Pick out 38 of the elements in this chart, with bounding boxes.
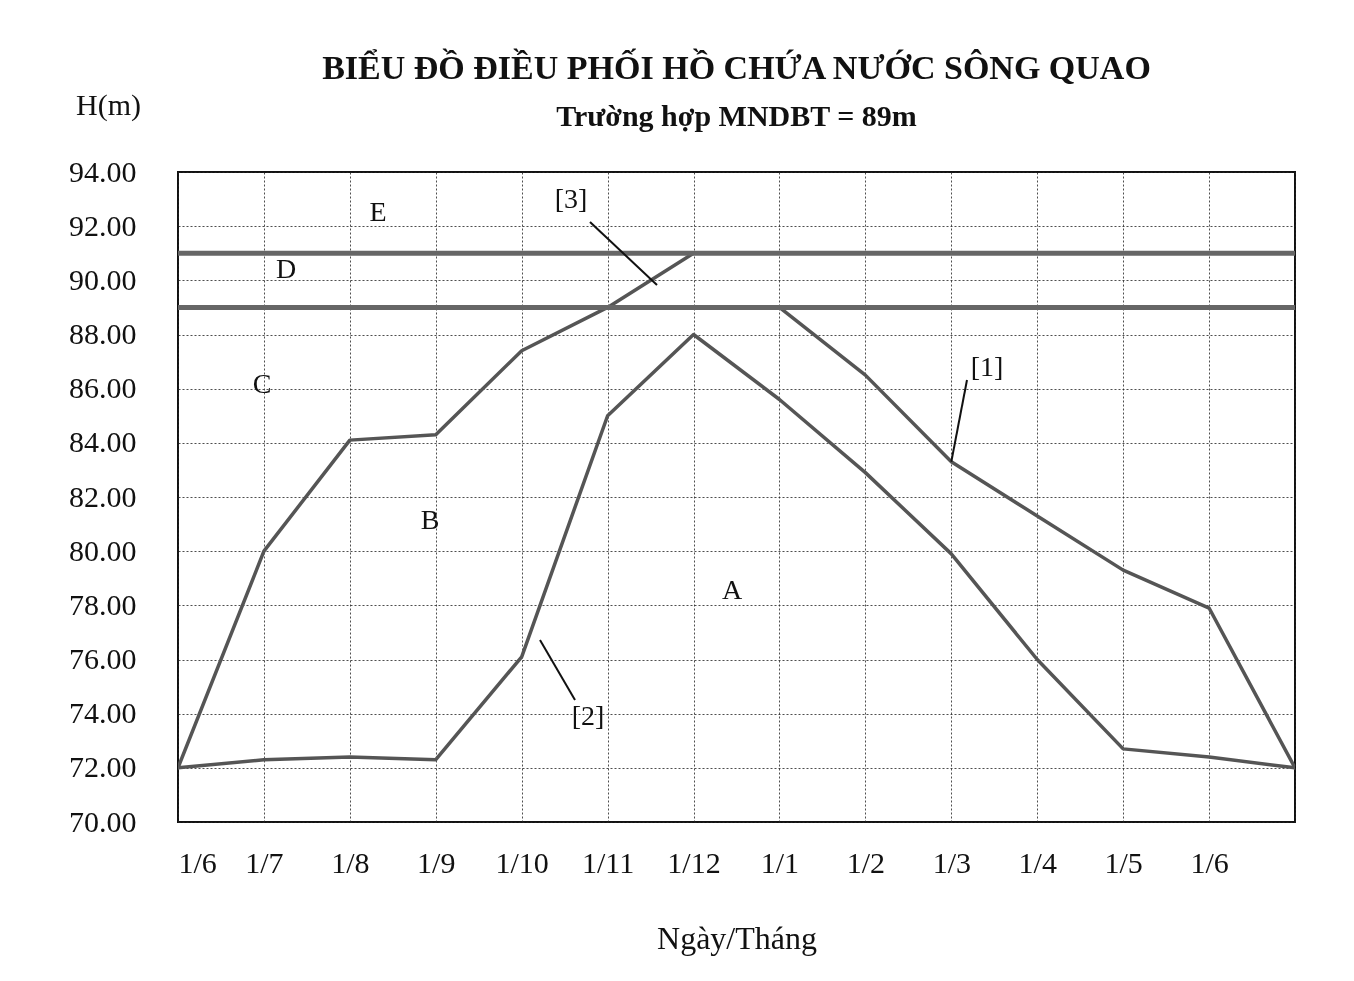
annotation: D [275, 253, 297, 284]
y-tick-label: 72.00 [69, 750, 137, 784]
x-tick-label: 1/9 [417, 845, 456, 879]
annotation: [2] [571, 700, 605, 731]
y-tick-label: 76.00 [69, 642, 137, 675]
x-tick-label: 1/5 [1104, 845, 1143, 879]
y-tick-label: 74.00 [69, 696, 137, 730]
x-tick-label: 1/10 [495, 845, 549, 879]
x-tick-label: 1/12 [667, 845, 721, 879]
x-tick-label: 1/6 [178, 845, 217, 879]
y-tick-label: 92.00 [69, 208, 137, 242]
annotation: B [420, 504, 440, 535]
y-axis-title: H(m) [76, 87, 141, 122]
y-tick-label: 78.00 [69, 587, 137, 621]
x-tick-label: 1/1 [760, 845, 800, 879]
y-tick-label: 70.00 [69, 804, 137, 838]
y-tick-label: 94.00 [69, 154, 137, 188]
x-tick-label: 1/2 [846, 845, 886, 879]
annotation: C [252, 368, 272, 399]
x-tick-label: 1/7 [245, 845, 284, 879]
y-tick-label: 88.00 [69, 317, 137, 350]
x-axis-title: Ngày/Tháng [657, 919, 817, 956]
x-tick-label: 1/11 [582, 845, 635, 879]
annotation: [3] [554, 183, 588, 214]
annotation: [1] [970, 351, 1004, 382]
y-tick-label: 84.00 [69, 425, 137, 459]
x-tick-label: 1/3 [932, 845, 971, 879]
chart-title: BIỂU ĐỒ ĐIỀU PHỐI HỒ CHỨA NƯỚC SÔNG QUAO [322, 48, 1151, 86]
x-tick-label: 1/6 [1190, 845, 1229, 879]
annotation: A [721, 574, 743, 605]
chart-subtitle: Trường hợp MNDBT = 89m [556, 99, 917, 132]
x-tick-label: 1/4 [1018, 845, 1057, 879]
y-tick-label: 80.00 [69, 533, 137, 567]
x-tick-label: 1/8 [331, 845, 370, 879]
y-tick-label: 86.00 [69, 371, 137, 405]
annotation: E [369, 196, 387, 227]
y-tick-label: 90.00 [69, 262, 137, 296]
y-tick-label: 82.00 [69, 479, 137, 513]
